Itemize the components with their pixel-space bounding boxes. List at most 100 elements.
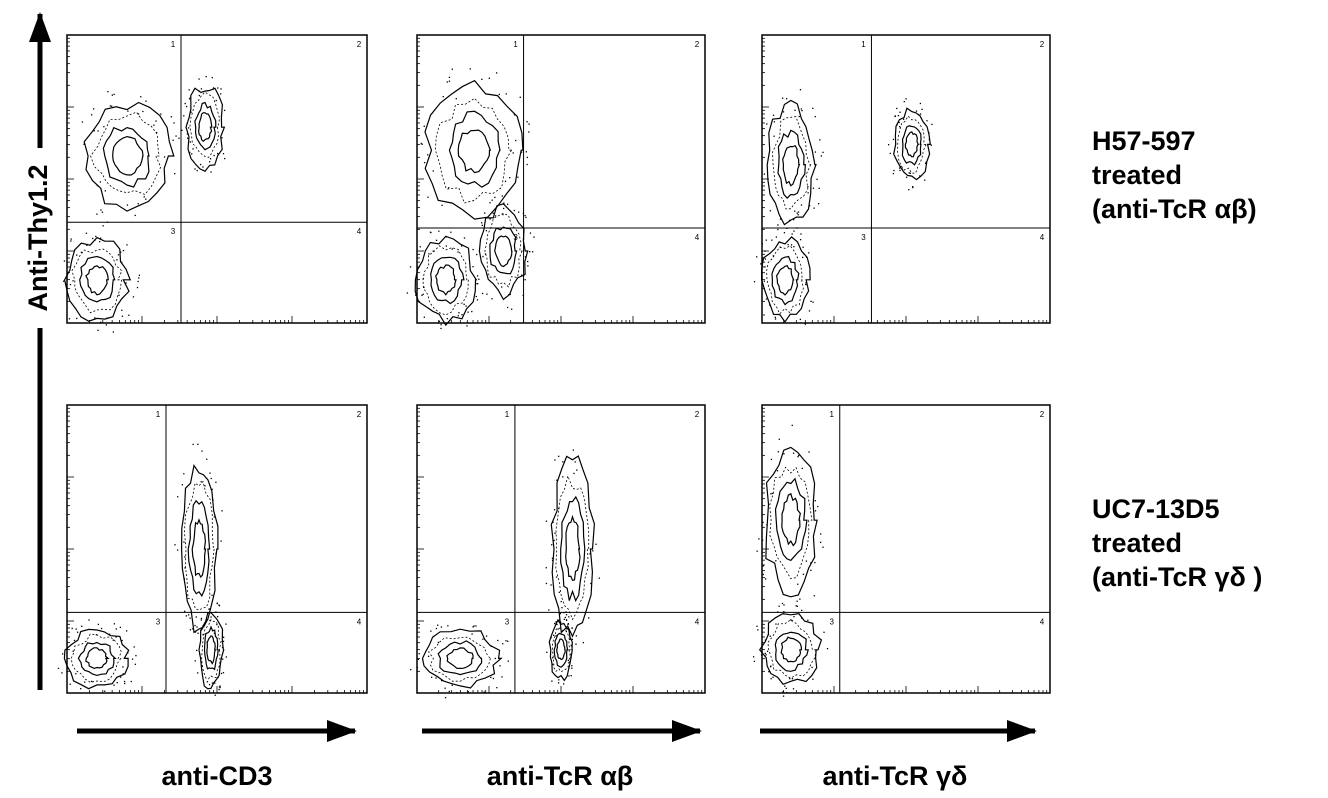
event-dot: [143, 196, 145, 198]
event-dot: [887, 144, 890, 146]
event-dot: [199, 629, 202, 631]
event-dot: [69, 283, 72, 286]
event-dot: [501, 195, 503, 197]
event-dot: [478, 278, 480, 280]
event-dot: [545, 520, 548, 522]
event-dot: [119, 626, 122, 629]
event-dot: [796, 605, 799, 608]
event-dot: [802, 246, 804, 248]
event-dot: [769, 210, 772, 212]
event-dot: [761, 260, 764, 262]
event-dot: [201, 669, 203, 671]
event-dot: [103, 125, 105, 128]
event-dot: [217, 676, 219, 679]
event-dot: [773, 121, 776, 123]
event-dot: [460, 245, 463, 247]
quadrant-label: 3: [505, 617, 510, 626]
event-dot: [509, 293, 511, 295]
event-dot: [70, 240, 72, 242]
contour: [560, 495, 586, 603]
contour: [774, 477, 808, 562]
event-dot: [423, 316, 425, 318]
event-dot: [802, 256, 804, 259]
event-dot: [95, 235, 97, 238]
contour: [70, 633, 122, 683]
event-dot: [772, 255, 775, 257]
contour: [90, 111, 162, 195]
event-dot: [576, 469, 578, 471]
quadrant-label: 2: [357, 40, 362, 49]
event-dot: [135, 655, 137, 657]
event-dot: [775, 623, 777, 625]
event-dot: [406, 292, 409, 294]
event-dot: [930, 144, 932, 146]
contour: [422, 245, 469, 316]
plot-panel: 1 23 4: [406, 34, 706, 330]
event-dot: [69, 683, 71, 685]
event-dot: [217, 87, 219, 89]
event-dot: [899, 169, 901, 172]
event-dot: [427, 655, 430, 657]
event-dot: [494, 196, 496, 199]
event-dot: [127, 652, 129, 654]
event-dot: [210, 477, 212, 480]
event-dot: [451, 68, 453, 70]
contour: [185, 87, 226, 172]
event-dot: [924, 179, 926, 181]
event-dot: [121, 309, 123, 311]
event-dot: [898, 167, 901, 169]
event-dot: [189, 97, 191, 99]
event-dot: [183, 541, 185, 543]
contour: [83, 101, 175, 212]
event-dot: [111, 94, 113, 96]
quadrant-label: 1: [830, 410, 835, 419]
event-dot: [187, 127, 190, 129]
event-dot: [558, 591, 560, 593]
event-dot: [503, 202, 505, 204]
event-dot: [92, 237, 94, 240]
event-dot: [104, 190, 106, 192]
event-dot: [789, 677, 791, 680]
event-dot: [488, 77, 490, 79]
event-dot: [423, 161, 426, 164]
event-dot: [770, 458, 773, 461]
event-dot: [786, 227, 788, 230]
event-dot: [224, 157, 226, 160]
event-dot: [783, 613, 785, 615]
event-dot: [805, 283, 807, 286]
event-dot: [928, 138, 930, 141]
event-dot: [457, 251, 459, 253]
event-dot: [501, 286, 503, 288]
event-dot: [83, 143, 85, 145]
contour: [774, 631, 809, 672]
event-dot: [428, 253, 430, 255]
event-dot: [919, 102, 922, 105]
event-dot: [551, 663, 554, 666]
contour: [769, 466, 813, 580]
event-dot: [525, 216, 527, 219]
event-dot: [490, 645, 492, 648]
event-dot: [440, 324, 442, 326]
quadrant-label: 3: [171, 227, 176, 236]
event-dot: [797, 211, 800, 213]
event-dot: [155, 120, 157, 122]
event-dot: [85, 232, 88, 234]
event-dot: [807, 619, 809, 621]
event-dot: [417, 658, 419, 661]
event-dot: [805, 282, 807, 284]
event-dot: [442, 95, 444, 98]
event-dot: [192, 148, 194, 150]
event-dot: [506, 306, 509, 309]
quadrant-label: 2: [695, 410, 700, 419]
contour: [550, 455, 596, 638]
event-dot: [799, 89, 802, 91]
event-dot: [61, 672, 63, 674]
event-dot: [779, 218, 782, 220]
event-dot: [121, 639, 123, 642]
event-dot: [423, 125, 425, 127]
event-dot: [215, 611, 217, 613]
event-dot: [197, 443, 199, 445]
contour: [765, 446, 818, 598]
event-dot: [524, 214, 526, 217]
event-dot: [787, 243, 789, 246]
